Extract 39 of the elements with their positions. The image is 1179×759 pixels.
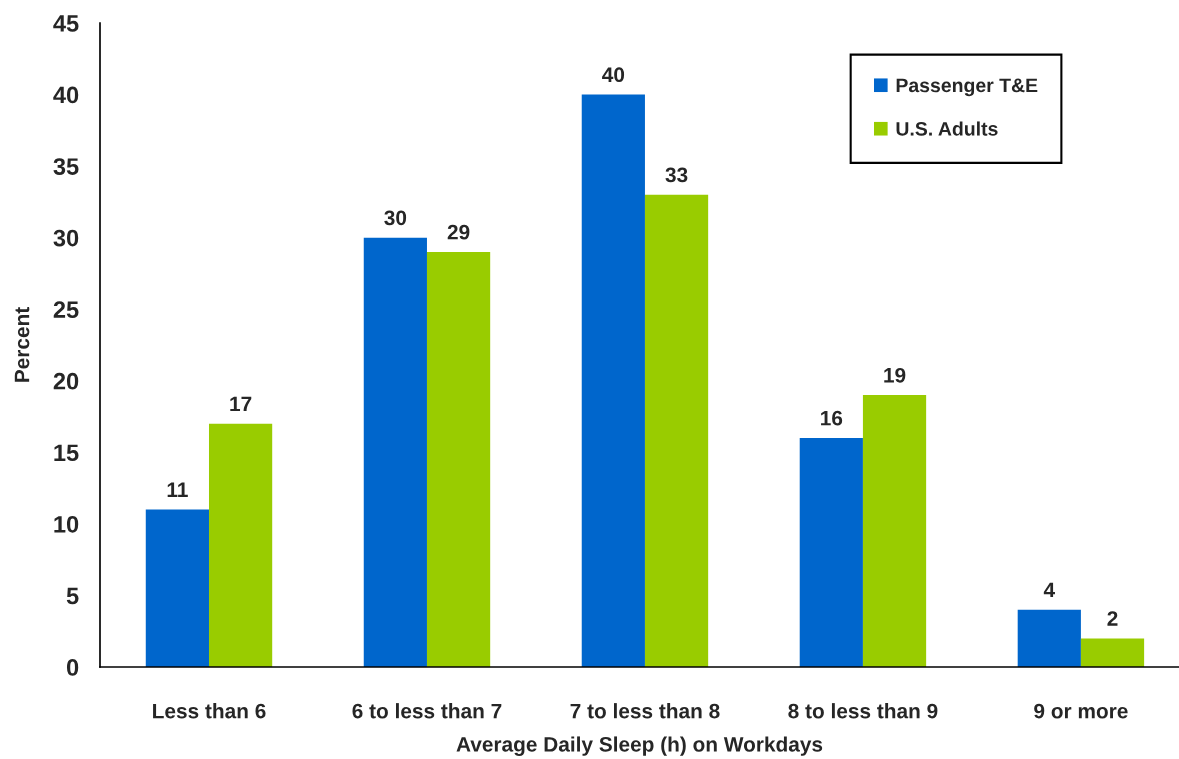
y-tick-label: 40 <box>53 86 79 104</box>
data-label: 40 <box>602 67 625 83</box>
data-label: 29 <box>447 224 470 240</box>
data-label: 4 <box>1043 582 1055 598</box>
bar <box>145 509 209 667</box>
bar <box>1017 609 1081 667</box>
y-tick-label: 5 <box>66 587 79 605</box>
y-tick-label: 15 <box>54 444 79 462</box>
legend-label: Passenger T&E <box>896 78 1038 97</box>
x-tick-label: 8 to less than 9 <box>788 703 938 719</box>
y-tick-label: 35 <box>53 158 79 175</box>
x-tick-label: Less than 6 <box>153 703 266 719</box>
x-axis-title: Average Daily Sleep (h) on Workdays <box>456 736 823 756</box>
data-label: 19 <box>884 367 906 383</box>
y-tick-label: 0 <box>66 659 79 676</box>
data-label: 17 <box>230 396 252 412</box>
bar <box>644 194 709 667</box>
bar <box>799 438 863 667</box>
bar <box>1080 638 1145 667</box>
data-label: 33 <box>665 167 688 183</box>
data-label: 11 <box>167 482 188 497</box>
legend-label: U.S. Adults <box>896 121 998 136</box>
y-tick-label: 25 <box>53 301 79 319</box>
y-tick-label: 30 <box>53 229 79 247</box>
data-label: 2 <box>1107 611 1118 626</box>
bar <box>208 423 273 667</box>
bar <box>363 237 427 667</box>
data-label: 30 <box>384 210 407 226</box>
x-tick-label: 7 to less than 8 <box>570 703 720 719</box>
y-axis-title: Percent <box>14 307 30 382</box>
y-tick-label: 20 <box>53 372 79 390</box>
y-tick-label: 45 <box>53 15 79 32</box>
bar <box>426 251 491 667</box>
bar <box>581 94 645 667</box>
x-tick-label: 9 or more <box>1034 703 1128 719</box>
y-tick-label: 10 <box>54 515 79 533</box>
bar <box>862 395 927 667</box>
data-label: 16 <box>821 410 843 426</box>
x-tick-label: 6 to less than 7 <box>352 703 502 719</box>
